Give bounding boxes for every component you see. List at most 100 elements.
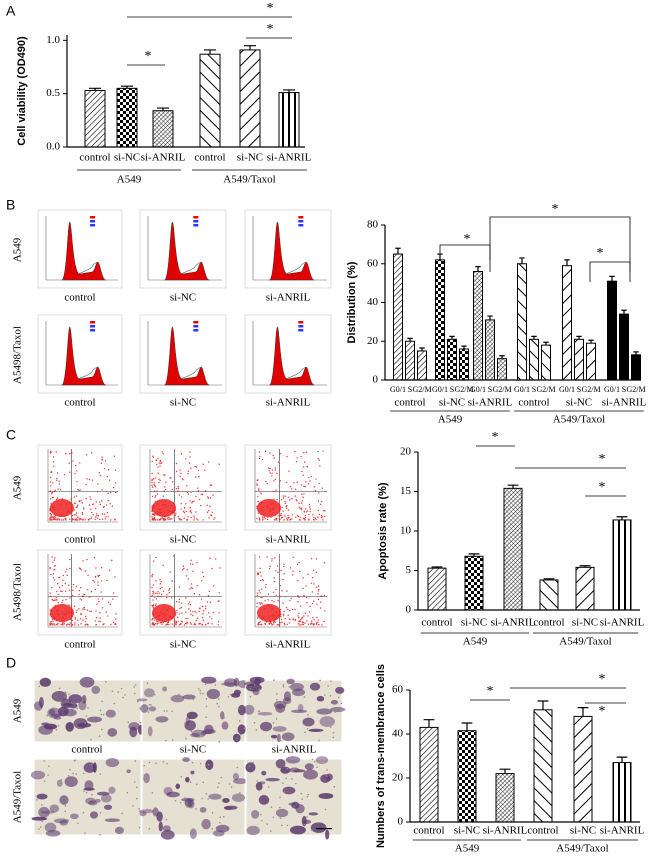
pore xyxy=(85,715,88,717)
error-bar xyxy=(621,309,627,315)
pore xyxy=(150,704,152,706)
dot xyxy=(272,623,274,626)
bar xyxy=(539,579,559,611)
dot xyxy=(193,500,195,503)
dot xyxy=(183,517,186,519)
bar xyxy=(533,709,553,823)
pore xyxy=(117,691,119,693)
x-tick-label: si-NC xyxy=(572,617,598,629)
pore xyxy=(55,728,58,731)
dot xyxy=(210,484,213,486)
dot xyxy=(99,617,101,619)
dot xyxy=(165,623,168,626)
pore xyxy=(272,722,275,724)
dot xyxy=(315,518,317,521)
dot xyxy=(195,619,198,622)
pore xyxy=(99,709,102,712)
cell xyxy=(56,779,63,787)
dot xyxy=(194,622,196,625)
dot xyxy=(151,472,153,475)
dot xyxy=(75,506,78,509)
x-tick-label: si-ANRIL xyxy=(468,397,513,409)
dot xyxy=(51,618,54,621)
cell xyxy=(275,758,286,769)
pore xyxy=(332,736,335,739)
dot xyxy=(260,623,262,626)
dot xyxy=(115,618,117,620)
error-bar xyxy=(507,484,519,489)
dot xyxy=(99,620,101,623)
pore xyxy=(99,773,102,775)
dot xyxy=(193,624,195,626)
dot xyxy=(218,592,220,594)
cell xyxy=(304,763,314,771)
pore xyxy=(222,815,225,818)
dot xyxy=(52,577,55,579)
dot xyxy=(161,517,164,519)
dot xyxy=(152,517,154,520)
pore xyxy=(254,684,256,686)
dot xyxy=(49,498,52,500)
dot xyxy=(183,624,186,626)
phase-label: S xyxy=(408,385,412,394)
dot xyxy=(316,586,318,588)
dot xyxy=(299,620,302,623)
cell xyxy=(107,727,118,737)
dot xyxy=(56,479,58,482)
dot xyxy=(89,596,91,598)
dot xyxy=(98,620,100,623)
dot xyxy=(71,594,73,597)
dot xyxy=(76,516,79,518)
dot xyxy=(161,621,163,624)
dot xyxy=(214,517,216,519)
pore xyxy=(220,776,223,779)
cell xyxy=(31,816,48,821)
dot xyxy=(314,490,317,492)
column-label: si-ANRIL xyxy=(266,639,311,651)
histogram-peak xyxy=(269,221,315,281)
y-axis-label: Distribution (%) xyxy=(346,261,358,343)
dot xyxy=(318,492,320,494)
dot xyxy=(61,601,63,604)
error-bar xyxy=(499,355,505,359)
dot xyxy=(282,497,285,499)
dot xyxy=(304,612,306,615)
pore xyxy=(91,793,93,796)
bar xyxy=(473,271,483,381)
bar xyxy=(631,354,641,381)
dot xyxy=(49,512,52,515)
dot xyxy=(84,608,86,611)
pore xyxy=(166,710,168,712)
pore xyxy=(207,763,210,766)
dot xyxy=(50,573,52,576)
dot xyxy=(101,566,103,569)
bar xyxy=(278,92,300,148)
dot xyxy=(180,518,183,521)
dot xyxy=(261,596,263,598)
dot xyxy=(275,570,277,572)
dot xyxy=(157,472,159,474)
dot xyxy=(257,572,259,574)
dot xyxy=(195,476,197,478)
dot xyxy=(68,462,70,464)
bar xyxy=(517,263,527,381)
pore xyxy=(148,703,151,706)
dot xyxy=(319,465,321,467)
dot xyxy=(288,470,290,472)
dot xyxy=(183,567,185,570)
pore xyxy=(40,804,43,806)
dot xyxy=(99,503,102,506)
cell xyxy=(289,825,306,835)
dot xyxy=(53,465,55,467)
pore xyxy=(282,685,285,688)
bar xyxy=(84,89,106,148)
significance-star: * xyxy=(145,49,152,64)
dot xyxy=(177,616,179,618)
dot xyxy=(152,599,154,601)
dot xyxy=(273,580,276,583)
column-label: control xyxy=(64,639,95,651)
dot xyxy=(317,593,319,595)
cell xyxy=(51,690,67,702)
pore xyxy=(43,760,45,762)
cell xyxy=(40,810,55,814)
